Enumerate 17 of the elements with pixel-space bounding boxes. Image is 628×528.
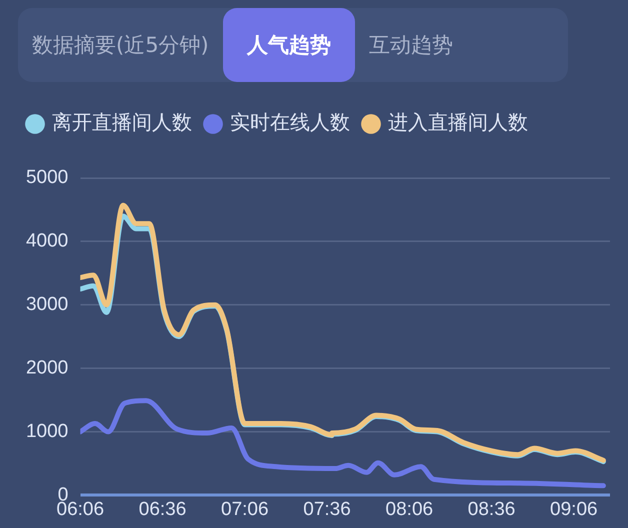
x-tick-label: 07:36 (303, 498, 351, 520)
x-tick-label: 08:06 (386, 498, 434, 520)
text: 互动趋势 (368, 32, 454, 59)
text: 人气趋势 (222, 8, 355, 82)
x-tick-label: 06:36 (138, 498, 186, 520)
y-tick-label: 3000 (26, 294, 68, 316)
y-tick-label: 5000 (26, 167, 68, 188)
x-tick-label: 08:36 (468, 498, 516, 520)
y-tick-label: 2000 (26, 358, 68, 379)
legend-label: 进入直播间人数 (388, 110, 528, 134)
legend-label: 离开直播间人数 (52, 110, 192, 134)
legend-label: 实时在线人数 (230, 110, 350, 134)
y-tick-label: 4000 (26, 230, 68, 252)
text: 数据摘要(近5分钟) (31, 32, 210, 59)
y-tick-label: 1000 (26, 420, 68, 442)
x-tick-label: 09:06 (550, 498, 598, 520)
x-tick-label: 07:06 (221, 498, 269, 520)
